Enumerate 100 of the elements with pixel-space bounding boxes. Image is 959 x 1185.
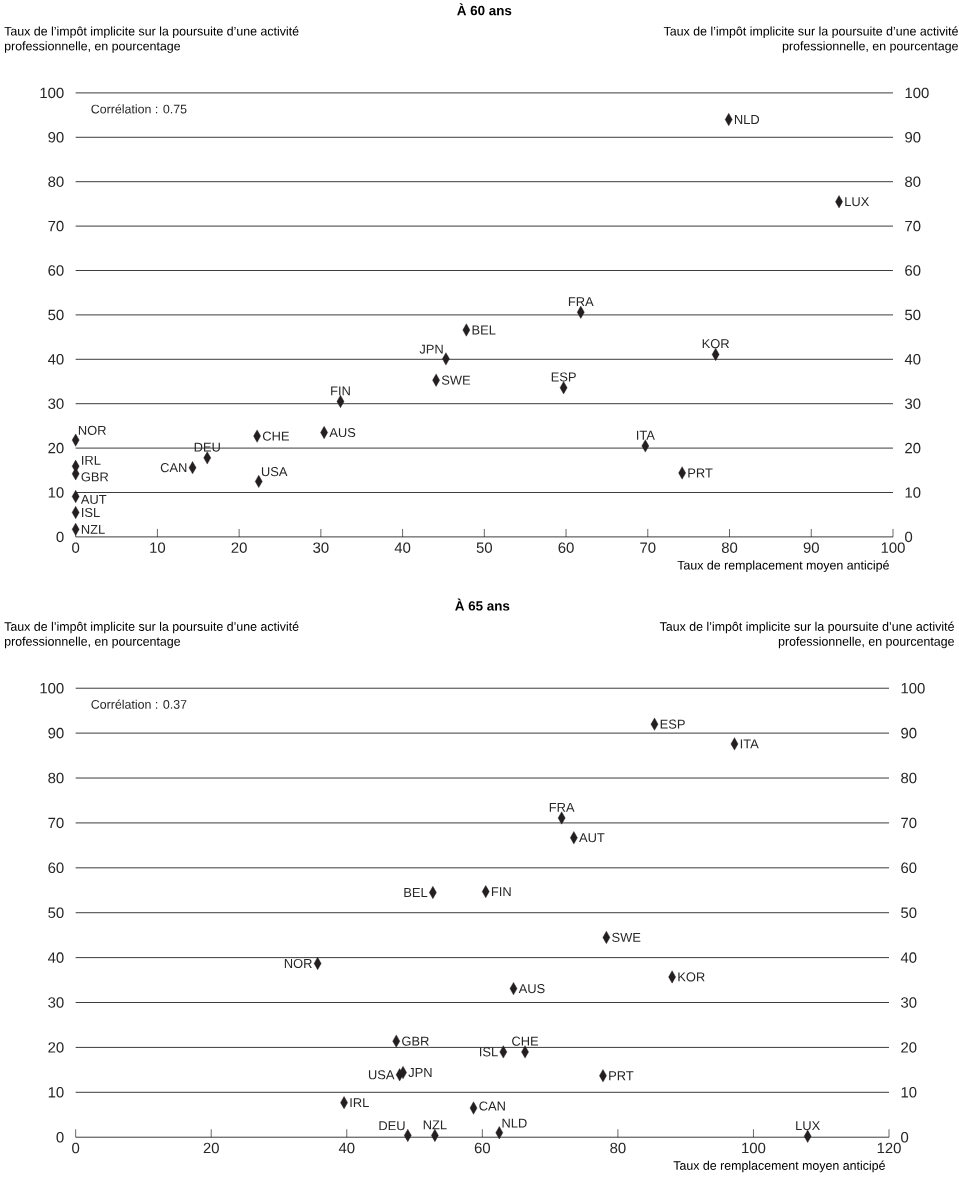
y2-tick-label: 10 [901, 1087, 917, 1098]
y-tick-label: 80 [48, 772, 64, 784]
x-tick-label: 50 [476, 542, 493, 553]
annotation: NLD [735, 115, 760, 124]
annotation: KOR [702, 339, 730, 349]
annotation: NOR [79, 425, 107, 435]
y-tick-label: 0 [56, 1131, 64, 1143]
x-tick-label: 40 [394, 542, 411, 553]
annotation: SWE [612, 932, 641, 942]
y2-tick-label: 20 [901, 1042, 917, 1053]
annotation: ISL [82, 507, 100, 518]
annotation: FIN [331, 386, 350, 396]
x-tick-label: 0 [72, 1142, 80, 1154]
y2-axis-title: Taux de l’impôt implicite sur la poursuite d’une activité professionnelle, en pourcentage [660, 621, 955, 649]
y-tick-label: 0 [56, 531, 64, 543]
y2-tick-label: 40 [900, 952, 917, 963]
annotation: NZL [423, 1120, 447, 1130]
annotation: IRL [350, 1098, 370, 1108]
y2-tick-label: 50 [905, 309, 921, 321]
y2-axis-title: Taux de l’impôt implicite sur la poursuite d’une activité professionnelle, en pourcentage [664, 26, 959, 53]
y2-tick-label: 30 [901, 997, 917, 1008]
y-tick-label: 40 [48, 354, 64, 365]
y-tick-label: 70 [48, 220, 64, 232]
y-tick-label: 10 [48, 1087, 64, 1098]
annotation: USA [369, 1070, 395, 1080]
y2-tick-label: 40 [904, 354, 921, 365]
annotation: ITA [741, 739, 759, 749]
annotation: SWE [442, 375, 471, 385]
annotation: JPN [408, 1068, 432, 1078]
y-tick-label: 10 [48, 487, 64, 498]
y2-tick-label: 60 [905, 265, 921, 276]
annotation: PRT [688, 468, 713, 478]
x-axis-title: Taux de remplacement moyen anticipé [673, 1160, 886, 1173]
annotation: CAN [479, 1101, 506, 1111]
x-tick-label: 0 [72, 542, 80, 553]
x-tick-label: 40 [339, 1142, 355, 1154]
y2-tick-label: 100 [901, 682, 925, 694]
x-tick-label: 20 [231, 542, 247, 553]
annotation: FIN [492, 887, 511, 897]
x-tick-label: 90 [803, 542, 820, 553]
x-tick-label: 10 [150, 542, 166, 553]
x-tick-label: 30 [313, 542, 329, 553]
x-tick-label: 20 [203, 1142, 220, 1154]
x-tick-label: 80 [610, 1142, 626, 1154]
y-axis-title: Taux de l’impôt implicite sur la poursuite d’une activité professionnelle, en pourcentage [4, 621, 299, 649]
y-tick-label: 60 [48, 862, 64, 874]
y-tick-label: 100 [40, 682, 64, 694]
annotation: CHE [512, 1036, 539, 1046]
y-tick-label: 60 [48, 265, 64, 276]
annotation: ITA [637, 430, 656, 440]
y2-tick-label: 50 [901, 907, 917, 918]
y2-tick-label: 70 [901, 817, 917, 829]
annotation: AUT [81, 494, 107, 504]
y-tick-label: 100 [40, 87, 64, 99]
annotation: AUT [579, 833, 605, 843]
y2-tick-label: 100 [905, 87, 929, 99]
x-tick-label: 70 [640, 542, 656, 553]
annotation: FRA [549, 802, 575, 812]
y-tick-label: 30 [48, 997, 64, 1008]
y2-tick-label: 10 [905, 487, 921, 498]
x-axis-title: Taux de remplacement moyen anticipé [677, 560, 890, 573]
y-tick-label: 20 [48, 442, 64, 454]
y-axis-title: Taux de l’impôt implicite sur la poursuite d’une activité professionnelle, en pourcentage [4, 26, 299, 53]
chart-title: À 60 ans [457, 3, 512, 16]
annotation: DEU [379, 1121, 405, 1131]
annotation: GBR [81, 472, 109, 482]
chart-title: À 65 ans [455, 598, 510, 611]
y-tick-label: 40 [48, 952, 64, 963]
annotation: NLD [502, 1118, 527, 1128]
y-tick-label: 90 [48, 727, 64, 739]
y-tick-label: 50 [48, 907, 64, 918]
annotation: NOR [285, 958, 313, 969]
annotation: BEL [472, 325, 496, 335]
annotation: FRA [569, 297, 594, 307]
annotation: AUS [518, 984, 545, 994]
y-tick-label: 80 [48, 176, 64, 187]
y2-tick-label: 20 [905, 442, 921, 454]
y-tick-label: 50 [48, 309, 64, 321]
y2-tick-label: 70 [905, 220, 921, 232]
y2-tick-label: 80 [905, 176, 921, 187]
annotation: LUX [796, 1121, 821, 1131]
annotation: LUX [845, 197, 870, 207]
x-tick-label: 100 [742, 1142, 766, 1154]
x-tick-label: 120 [877, 1142, 901, 1154]
annotation: KOR [678, 972, 705, 982]
y-tick-label: 70 [48, 817, 64, 829]
annotation: PRT [609, 1071, 634, 1081]
y2-tick-label: 30 [905, 398, 921, 409]
annotation: USA [262, 467, 288, 477]
y-tick-label: 90 [48, 132, 64, 143]
y-tick-label: 30 [48, 398, 64, 409]
annotation: CAN [160, 463, 187, 473]
annotation: CHE [263, 431, 290, 441]
annotation: ESP [551, 372, 576, 382]
annotation: ESP [660, 719, 685, 729]
annotation: ISL [480, 1047, 498, 1057]
y2-tick-label: 60 [901, 862, 917, 874]
y2-tick-label: 80 [901, 772, 917, 784]
annotation: JPN [419, 344, 443, 354]
annotation: NZL [82, 524, 105, 534]
